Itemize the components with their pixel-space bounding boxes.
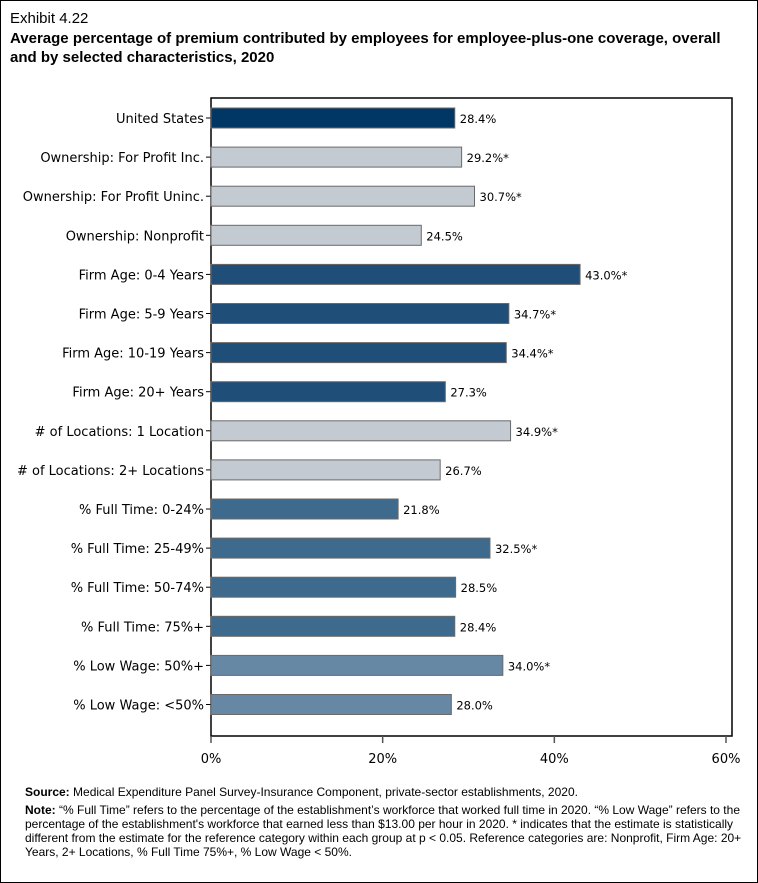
- data-label: 21.8%: [403, 503, 440, 517]
- data-label: 34.7%*: [514, 308, 557, 322]
- category-label: % Full Time: 25-49%: [71, 542, 204, 557]
- bar: [210, 459, 441, 481]
- category-label: Firm Age: 20+ Years: [72, 386, 204, 401]
- exhibit-number: Exhibit 4.22: [10, 10, 89, 27]
- data-label: 28.4%: [460, 112, 497, 126]
- category-label: Ownership: For Profit Uninc.: [23, 190, 204, 205]
- category-label: % Full Time: 50-74%: [71, 581, 204, 596]
- bar: [210, 381, 446, 403]
- plot-frame: [210, 97, 733, 737]
- source-line: Source: Medical Expenditure Panel Survey…: [25, 785, 745, 799]
- bar: [210, 537, 491, 559]
- bar: [210, 498, 399, 520]
- bar: [210, 146, 463, 168]
- category-label: % Full Time: 0-24%: [79, 503, 204, 518]
- note-label: Note:: [25, 803, 56, 817]
- bar-chart: United States 28.4% Ownership: For Profit …: [17, 97, 741, 767]
- bar: [210, 420, 512, 442]
- data-label: 28.0%: [456, 699, 493, 713]
- bar: [210, 576, 457, 598]
- category-label: Firm Age: 0-4 Years: [79, 268, 205, 283]
- x-tick-label: 0%: [201, 752, 222, 767]
- data-label: 28.5%: [461, 581, 498, 595]
- x-tick-label: 20%: [368, 752, 397, 767]
- bar: [210, 107, 456, 129]
- x-tick-label: 40%: [540, 752, 569, 767]
- category-label: # of Locations: 1 Location: [35, 425, 204, 440]
- data-label: 34.9%*: [516, 425, 559, 439]
- note-text: “% Full Time” refers to the percentage o…: [25, 803, 742, 859]
- category-label: % Low Wage: <50%: [73, 699, 204, 714]
- category-label: Firm Age: 10-19 Years: [62, 347, 204, 362]
- bar: [210, 342, 507, 364]
- bar: [210, 303, 510, 324]
- category-label: Firm Age: 5-9 Years: [79, 308, 205, 323]
- footnotes: Source: Medical Expenditure Panel Survey…: [25, 785, 745, 863]
- data-label: 26.7%: [445, 464, 482, 478]
- note-line: Note: “% Full Time” refers to the percen…: [25, 803, 745, 859]
- data-label: 34.0%*: [508, 659, 551, 673]
- bar: [210, 185, 476, 207]
- bar: [210, 615, 456, 637]
- data-label: 28.4%: [460, 620, 497, 634]
- data-label: 32.5%*: [495, 542, 538, 556]
- category-label: Ownership: Nonprofit: [66, 229, 204, 244]
- category-label: % Low Wage: 50%+: [73, 659, 204, 674]
- data-label: 27.3%: [450, 386, 487, 400]
- data-label: 34.4%*: [511, 347, 554, 361]
- category-label: % Full Time: 75%+: [81, 620, 204, 635]
- bar: [210, 263, 581, 285]
- category-label: United States: [116, 112, 204, 127]
- source-text: Medical Expenditure Panel Survey-Insuran…: [73, 785, 578, 799]
- bar: [210, 654, 504, 676]
- bar: [210, 694, 452, 715]
- x-tick-label: 60%: [712, 752, 741, 767]
- data-label: 24.5%: [426, 229, 463, 243]
- source-label: Source:: [25, 785, 70, 799]
- data-label: 30.7%*: [480, 190, 523, 204]
- bar: [210, 224, 422, 246]
- data-label: 29.2%*: [467, 151, 510, 165]
- category-label: # of Locations: 2+ Locations: [17, 464, 204, 479]
- data-label: 43.0%*: [585, 268, 628, 282]
- category-label: Ownership: For Profit Inc.: [40, 151, 204, 166]
- chart-title: Average percentage of premium contribute…: [10, 30, 721, 66]
